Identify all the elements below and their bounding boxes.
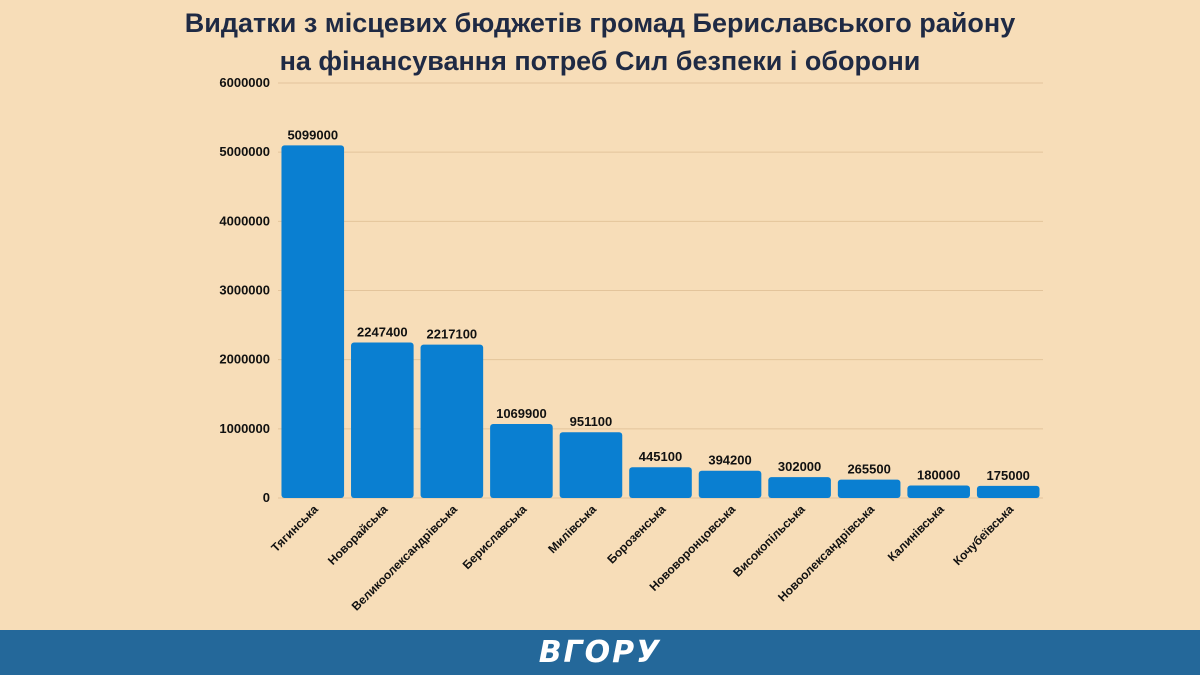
bar bbox=[420, 344, 484, 498]
y-tick-label: 3000000 bbox=[219, 283, 270, 298]
bar bbox=[559, 432, 623, 498]
bar bbox=[768, 477, 831, 498]
x-tick-label: Новорайська bbox=[325, 502, 391, 568]
footer-bar: ВГОРУ bbox=[0, 630, 1200, 675]
y-tick-label: 2000000 bbox=[219, 352, 270, 367]
data-label: 951100 bbox=[570, 414, 613, 429]
data-label: 445100 bbox=[639, 449, 682, 464]
data-label: 302000 bbox=[778, 459, 821, 474]
bar bbox=[907, 485, 970, 498]
x-tick-label: Кочубеївська bbox=[950, 502, 1016, 568]
bar bbox=[629, 467, 692, 498]
data-label: 1069900 bbox=[496, 406, 547, 421]
x-tick-label: Тягинська bbox=[268, 502, 321, 555]
vgoru-logo: ВГОРУ bbox=[538, 635, 662, 670]
data-label: 2217100 bbox=[427, 327, 478, 342]
chart-title-line-1: Видатки з місцевих бюджетів громад Берис… bbox=[184, 8, 1016, 38]
bar bbox=[351, 342, 414, 498]
data-label: 2247400 bbox=[357, 325, 408, 340]
bar-chart: 0 1000000 2000000 3000000 4000000 5000000 6000… bbox=[219, 75, 1043, 614]
data-label: 265500 bbox=[847, 462, 890, 477]
y-tick-label: 4000000 bbox=[219, 213, 270, 228]
x-tick-label: Калинівська bbox=[885, 502, 947, 564]
x-tick-label: Високопільська bbox=[730, 502, 808, 580]
data-label: 175000 bbox=[987, 468, 1030, 483]
chart-title: Видатки з місцевих бюджетів громад Берис… bbox=[0, 4, 1200, 80]
y-tick-label: 1000000 bbox=[219, 421, 270, 436]
x-axis: Тягинська НоворайськаВеликоолександрівськ… bbox=[268, 502, 1016, 614]
chart-title-line-2: на фінансування потреб Сил безпеки і обо… bbox=[279, 46, 921, 76]
x-tick-label: Милівська bbox=[545, 502, 599, 556]
bar bbox=[490, 423, 553, 498]
x-tick-label: Борозенська bbox=[604, 502, 669, 567]
bar bbox=[976, 485, 1040, 498]
bar bbox=[698, 470, 762, 498]
bar bbox=[837, 479, 901, 498]
data-labels: 5099000 2247400 2217100 1069900 951100 445100… bbox=[287, 127, 1029, 483]
x-tick-label: Бериславська bbox=[460, 502, 530, 572]
y-tick-label: 5000000 bbox=[219, 144, 270, 159]
y-tick-label: 0 bbox=[263, 490, 270, 505]
y-tick-label: 6000000 bbox=[219, 75, 270, 90]
data-label: 394200 bbox=[708, 453, 751, 468]
bar bbox=[281, 145, 345, 499]
y-axis: 0 1000000 2000000 3000000 4000000 5000000 6000… bbox=[219, 75, 270, 505]
data-label: 5099000 bbox=[287, 127, 338, 142]
bars bbox=[281, 145, 1040, 499]
data-label: 180000 bbox=[917, 468, 960, 483]
